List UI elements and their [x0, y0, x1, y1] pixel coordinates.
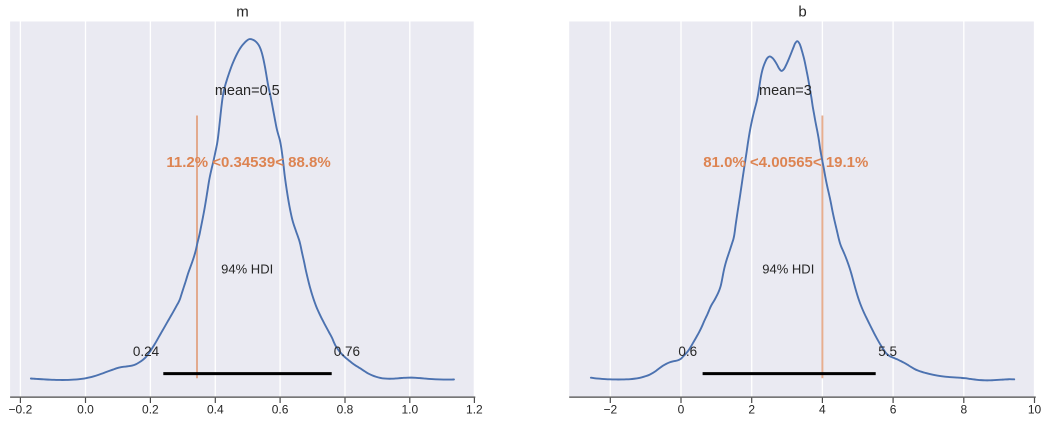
svg-text:0.76: 0.76: [334, 344, 360, 359]
svg-text:0.4: 0.4: [207, 402, 224, 416]
svg-text:0.6: 0.6: [678, 344, 697, 359]
svg-text:0.2: 0.2: [142, 402, 159, 416]
svg-text:4: 4: [819, 402, 826, 416]
svg-text:0.0: 0.0: [77, 402, 94, 416]
svg-text:11.2% <0.34539< 88.8%: 11.2% <0.34539< 88.8%: [166, 154, 330, 171]
svg-text:94% HDI: 94% HDI: [762, 262, 814, 277]
svg-text:b: b: [798, 3, 806, 20]
svg-text:0.6: 0.6: [272, 402, 289, 416]
svg-text:81.0% <4.00565< 19.1%: 81.0% <4.00565< 19.1%: [703, 154, 868, 171]
svg-text:8: 8: [960, 402, 967, 416]
svg-text:0.24: 0.24: [133, 344, 160, 359]
svg-text:mean=3: mean=3: [759, 83, 812, 99]
svg-text:1.0: 1.0: [401, 402, 418, 416]
svg-text:94% HDI: 94% HDI: [221, 262, 273, 277]
svg-text:−0.2: −0.2: [9, 402, 33, 416]
svg-text:m: m: [236, 3, 249, 20]
svg-text:5.5: 5.5: [878, 344, 897, 359]
svg-text:mean=0.5: mean=0.5: [215, 83, 280, 99]
svg-text:2: 2: [748, 402, 755, 416]
svg-text:10: 10: [1028, 402, 1042, 416]
svg-text:1.2: 1.2: [466, 402, 483, 416]
svg-text:6: 6: [890, 402, 897, 416]
svg-text:0: 0: [678, 402, 685, 416]
svg-text:0.8: 0.8: [337, 402, 354, 416]
svg-text:−2: −2: [603, 402, 617, 416]
